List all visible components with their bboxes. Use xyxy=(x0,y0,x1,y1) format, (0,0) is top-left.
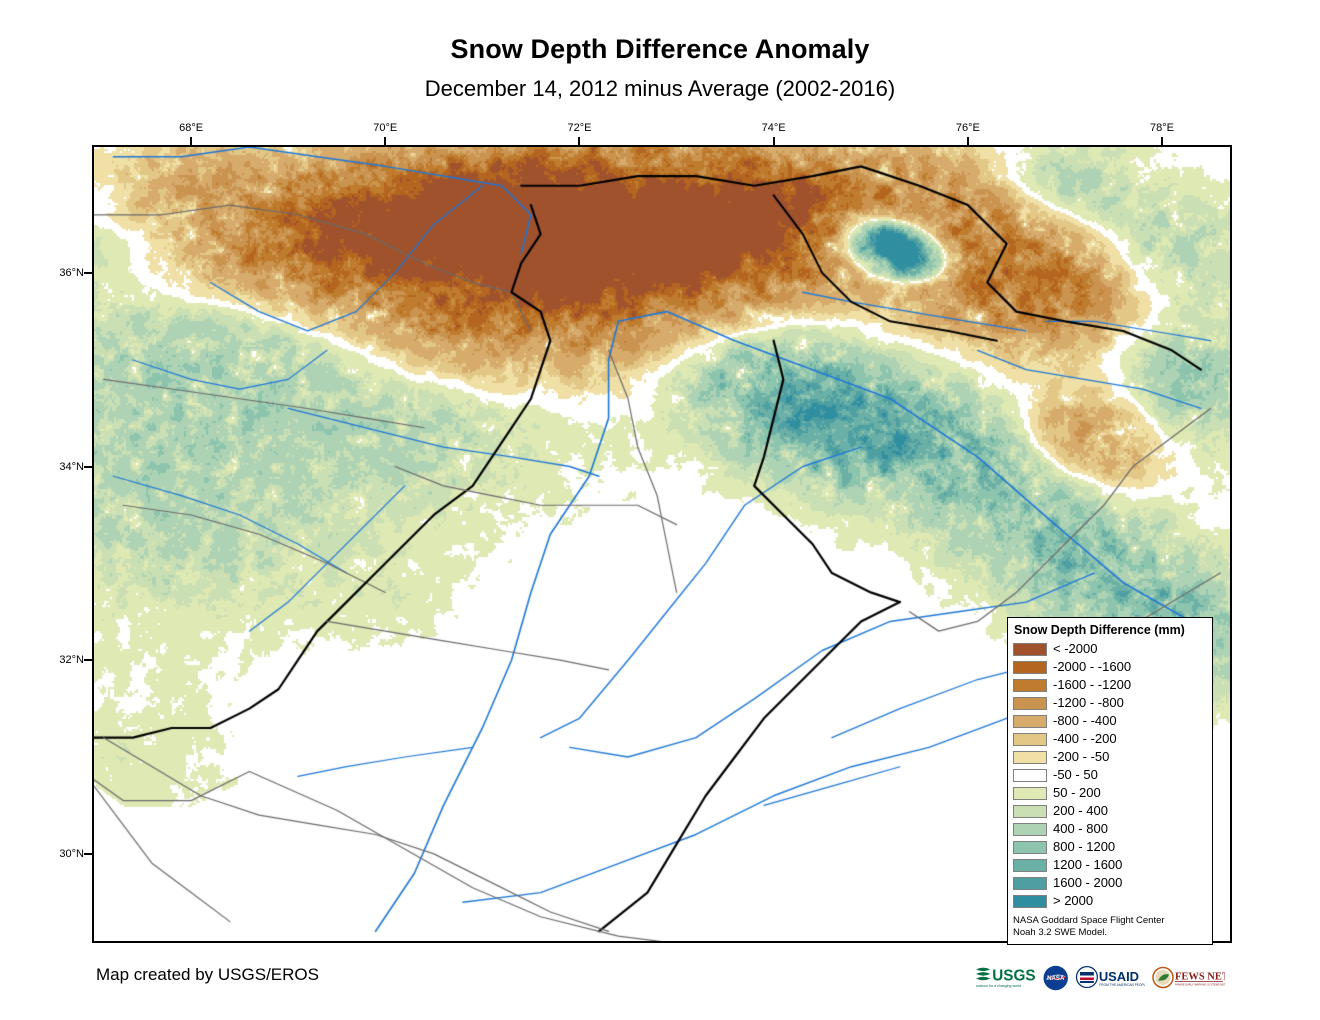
legend-swatch xyxy=(1013,678,1047,692)
svg-text:FAMINE EARLY WARNING SYSTEMS N: FAMINE EARLY WARNING SYSTEMS NETWORK xyxy=(1175,982,1225,986)
lon-tick-label: 68°E xyxy=(179,122,204,134)
lon-tick-label: 76°E xyxy=(955,122,980,134)
legend-row: -800 - -400 xyxy=(1013,712,1207,730)
nasa-logo[interactable]: NASA xyxy=(1043,963,1068,993)
legend-row: 800 - 1200 xyxy=(1013,838,1207,856)
svg-text:science for a changing world: science for a changing world xyxy=(976,984,1021,988)
svg-text:FROM THE AMERICAN PEOPLE: FROM THE AMERICAN PEOPLE xyxy=(1099,983,1145,987)
legend-row: > 2000 xyxy=(1013,892,1207,910)
lon-tick-label: 72°E xyxy=(567,122,592,134)
lon-tick-mark xyxy=(384,137,387,145)
legend-swatch xyxy=(1013,786,1047,800)
lat-tick-label: 34°N xyxy=(59,460,84,473)
lon-tick-mark xyxy=(578,137,581,145)
legend-label: -800 - -400 xyxy=(1053,713,1117,728)
legend-footer-line1: NASA Goddard Space Flight Center xyxy=(1013,915,1165,926)
legend-label: 50 - 200 xyxy=(1053,785,1101,800)
lat-tick-mark xyxy=(84,852,92,855)
legend-swatch xyxy=(1013,642,1047,656)
legend-footer: NASA Goddard Space Flight Center Noah 3.… xyxy=(1013,915,1207,939)
legend-label: -200 - -50 xyxy=(1053,749,1110,764)
lat-tick-label: 36°N xyxy=(59,266,84,279)
legend-swatch xyxy=(1013,876,1047,890)
legend-title: Snow Depth Difference (mm) xyxy=(1014,623,1185,637)
legend-row: -1600 - -1200 xyxy=(1013,676,1207,694)
lon-tick-label: 74°E xyxy=(761,122,786,134)
legend-row: -200 - -50 xyxy=(1013,748,1207,766)
legend-label: > 2000 xyxy=(1053,893,1094,908)
svg-text:USGS: USGS xyxy=(992,968,1035,985)
legend-row: -2000 - -1600 xyxy=(1013,658,1207,676)
legend-row: 1200 - 1600 xyxy=(1013,856,1207,874)
legend-row: 200 - 400 xyxy=(1013,802,1207,820)
legend-row: < -2000 xyxy=(1013,640,1207,658)
agency-logos: USGS science for a changing world NASA U… xyxy=(975,960,1225,996)
svg-text:USAID: USAID xyxy=(1098,969,1138,984)
legend-row: 400 - 800 xyxy=(1013,820,1207,838)
usaid-logo[interactable]: USAID FROM THE AMERICAN PEOPLE xyxy=(1075,963,1146,993)
page-title: Snow Depth Difference Anomaly xyxy=(450,34,870,64)
legend-row: -400 - -200 xyxy=(1013,730,1207,748)
legend-row: 50 - 200 xyxy=(1013,784,1207,802)
map-legend[interactable]: Snow Depth Difference (mm) < -2000 -2000 … xyxy=(1007,617,1213,945)
legend-row: -50 - 50 xyxy=(1013,766,1207,784)
map-credit: Map created by USGS/EROS xyxy=(96,965,319,984)
svg-text:FEWS NET: FEWS NET xyxy=(1175,971,1225,982)
fewsnet-logo[interactable]: FEWS NET FAMINE EARLY WARNING SYSTEMS NE… xyxy=(1152,963,1225,993)
legend-label: -1600 - -1200 xyxy=(1053,677,1132,692)
lon-tick-mark xyxy=(772,137,775,145)
legend-swatch xyxy=(1013,804,1047,818)
legend-label: 400 - 800 xyxy=(1053,821,1108,836)
legend-label: 1200 - 1600 xyxy=(1053,857,1123,872)
legend-swatch xyxy=(1013,660,1047,674)
legend-swatch xyxy=(1013,714,1047,728)
map-frame[interactable] xyxy=(92,145,1232,943)
legend-swatch xyxy=(1013,750,1047,764)
legend-swatch xyxy=(1013,732,1047,746)
lon-tick-mark xyxy=(190,137,193,145)
legend-label: -400 - -200 xyxy=(1053,731,1117,746)
legend-footer-line2: Noah 3.2 SWE Model. xyxy=(1013,927,1107,938)
lat-tick-label: 30°N xyxy=(59,847,84,860)
lon-tick-label: 70°E xyxy=(373,122,398,134)
lat-tick-mark xyxy=(84,465,92,468)
legend-label: 1600 - 2000 xyxy=(1053,875,1123,890)
legend-label: < -2000 xyxy=(1053,641,1098,656)
lon-tick-mark xyxy=(966,137,969,145)
legend-label: 200 - 400 xyxy=(1053,803,1108,818)
lat-tick-label: 32°N xyxy=(59,654,84,667)
legend-entries: < -2000 -2000 - -1600 -1600 - -1200 -1200 -… xyxy=(1013,640,1207,910)
legend-swatch xyxy=(1013,696,1047,710)
legend-swatch xyxy=(1013,894,1047,908)
legend-label: -2000 - -1600 xyxy=(1053,659,1132,674)
lat-tick-mark xyxy=(84,659,92,662)
page-subtitle: December 14, 2012 minus Average (2002-20… xyxy=(424,76,896,101)
usgs-logo[interactable]: USGS science for a changing world xyxy=(975,963,1036,993)
lon-tick-label: 78°E xyxy=(1150,122,1175,134)
svg-text:NASA: NASA xyxy=(1047,975,1065,982)
legend-row: 1600 - 2000 xyxy=(1013,874,1207,892)
lat-tick-mark xyxy=(84,271,92,274)
legend-swatch xyxy=(1013,858,1047,872)
legend-swatch xyxy=(1013,840,1047,854)
legend-swatch xyxy=(1013,768,1047,782)
legend-label: -1200 - -800 xyxy=(1053,695,1124,710)
legend-row: -1200 - -800 xyxy=(1013,694,1207,712)
legend-label: -50 - 50 xyxy=(1053,767,1098,782)
legend-label: 800 - 1200 xyxy=(1053,839,1116,854)
lon-tick-mark xyxy=(1161,137,1164,145)
legend-swatch xyxy=(1013,822,1047,836)
